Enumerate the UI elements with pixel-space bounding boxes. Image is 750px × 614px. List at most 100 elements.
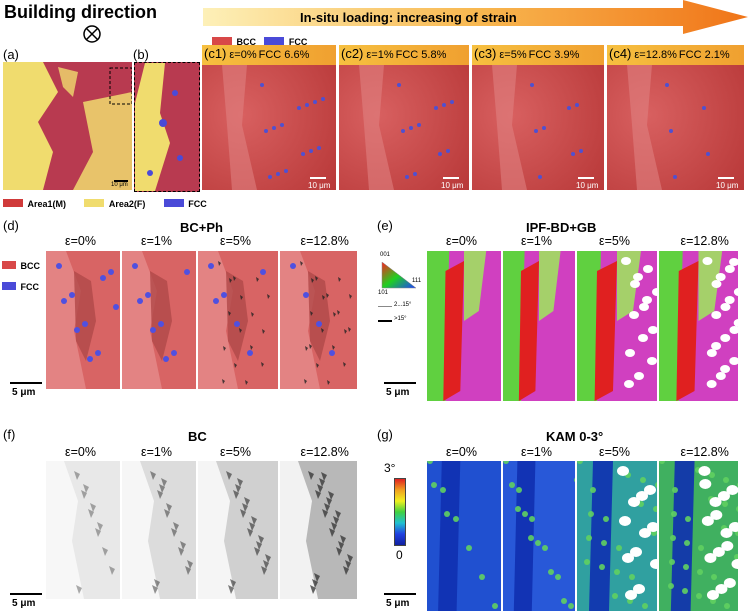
panel-a-scale: 10 μm — [111, 182, 128, 188]
panel-g-title: KAM 0-3° — [546, 429, 604, 444]
top-phase-legend: BCC FCC — [212, 32, 307, 50]
fcc-swatch — [264, 36, 285, 45]
panel-c2-fcc: FCC 5.8% — [395, 49, 447, 61]
g-strain-0: ε=0% — [446, 445, 477, 459]
f-scale-bar — [10, 593, 42, 595]
area2-swatch — [84, 198, 105, 207]
panel-d-title: BC+Ph — [180, 220, 223, 235]
e-strain-1: ε=1% — [521, 234, 552, 248]
gb-high-line — [378, 320, 392, 322]
gb-low-line — [378, 306, 392, 307]
d-bcc-label: BCC — [20, 261, 40, 271]
panel-d-label: (d) — [3, 218, 19, 233]
panel-c4-label: (c4) — [609, 46, 632, 61]
panel-e-title: IPF-BD+GB — [526, 220, 597, 235]
e-pane-0 — [427, 251, 501, 401]
area2-label: Area2(F) — [108, 199, 146, 209]
ipf-111: 111 — [412, 278, 422, 284]
d-fcc-swatch — [2, 281, 16, 290]
panel-c1-label: (c1) — [204, 46, 227, 61]
f-strain-3: ε=12.8% — [300, 445, 349, 459]
e-strain-0: ε=0% — [446, 234, 477, 248]
ipf-legend: 001 101 111 2...15° >15° — [378, 252, 426, 332]
panel-b-label: (b) — [133, 47, 149, 62]
ipf-001: 001 — [380, 252, 391, 258]
panel-c2-header: (c2) ε=1% FCC 5.8% — [339, 45, 469, 65]
panel-f-title: BC — [188, 429, 207, 444]
panel-c4-header: (c4) ε=12.8% FCC 2.1% — [607, 45, 744, 65]
f-pane-2 — [198, 461, 278, 599]
f-strain-1: ε=1% — [141, 445, 172, 459]
fcc-legend-label: FCC — [288, 37, 308, 47]
f-strain-2: ε=5% — [220, 445, 251, 459]
panel-c3-label: (c3) — [474, 46, 497, 61]
panel-a-label: (a) — [3, 47, 19, 62]
d-strain-0: ε=0% — [65, 234, 96, 248]
e-pane-2 — [577, 251, 657, 401]
d-fcc-label: FCC — [20, 282, 39, 292]
g-scale-label: 5 μm — [386, 598, 410, 609]
panel-c2-scale: 10 μm — [441, 181, 464, 190]
panel-c3-strain: ε=5% — [499, 49, 527, 61]
e-scale-bar — [384, 382, 416, 384]
e-pane-1 — [503, 251, 575, 401]
panel-c3-fcc: FCC 3.9% — [528, 49, 580, 61]
gb-high-label: >15° — [394, 316, 407, 322]
g-scale-bar — [384, 593, 416, 595]
panel-c1-strain: ε=0% — [229, 49, 257, 61]
into-page-icon — [83, 25, 101, 43]
g-strain-2: ε=5% — [599, 445, 630, 459]
d-scale-bar — [10, 382, 42, 384]
strain-arrow — [203, 0, 748, 34]
e-strain-3: ε=12.8% — [680, 234, 729, 248]
kam-max-label: 3° — [384, 461, 396, 475]
d-strain-2: ε=5% — [220, 234, 251, 248]
kam-min-label: 0 — [396, 548, 403, 562]
bcc-swatch — [212, 36, 232, 45]
bcc-legend-label: BCC — [236, 37, 256, 47]
panel-e-label: (e) — [377, 218, 393, 233]
panel-c4-fcc: FCC 2.1% — [678, 49, 730, 61]
panel-c2-label: (c2) — [341, 46, 364, 61]
panel-c2-strain: ε=1% — [366, 49, 394, 61]
d-strain-1: ε=1% — [141, 234, 172, 248]
e-pane-3 — [659, 251, 738, 401]
area-legend: Area1(M) Area2(F) FCC — [3, 194, 207, 212]
panel-c3-image: 10 μm — [472, 65, 604, 190]
panel-c4-scale: 10 μm — [716, 181, 739, 190]
panel-a-image: 10 μm — [3, 62, 132, 190]
g-pane-2 — [577, 461, 657, 611]
fcc-area-label: FCC — [188, 199, 207, 209]
d-legend: BCC FCC — [2, 256, 40, 295]
fcc-area-swatch — [163, 198, 184, 207]
panel-c3-scale: 10 μm — [576, 181, 599, 190]
ipf-triangle-icon — [381, 261, 417, 289]
kam-colorbar — [394, 478, 406, 546]
g-strain-1: ε=1% — [521, 445, 552, 459]
panel-g-label: (g) — [377, 427, 393, 442]
g-pane-0 — [427, 461, 501, 611]
gb-low-label: 2...15° — [394, 302, 412, 308]
panel-c1-scale: 10 μm — [308, 181, 331, 190]
panel-c1-image: 10 μm — [202, 65, 336, 190]
panel-c3-header: (c3) ε=5% FCC 3.9% — [472, 45, 604, 65]
panel-c1-fcc: FCC 6.6% — [258, 49, 310, 61]
d-pane-1 — [122, 251, 196, 389]
d-pane-3 — [280, 251, 357, 389]
panel-c4-strain: ε=12.8% — [634, 49, 677, 61]
panel-c4-image: 10 μm — [607, 65, 744, 190]
d-strain-3: ε=12.8% — [300, 234, 349, 248]
g-pane-3 — [659, 461, 738, 611]
area1-swatch — [3, 198, 23, 207]
area1-label: Area1(M) — [27, 199, 66, 209]
g-strain-3: ε=12.8% — [680, 445, 729, 459]
f-pane-1 — [122, 461, 196, 599]
e-strain-2: ε=5% — [599, 234, 630, 248]
panel-c2-image: 10 μm — [339, 65, 469, 190]
g-pane-1 — [503, 461, 575, 611]
f-strain-0: ε=0% — [65, 445, 96, 459]
building-direction-label: Building direction — [4, 2, 157, 22]
d-pane-2 — [198, 251, 278, 389]
insitu-loading-label: In-situ loading: increasing of strain — [300, 10, 517, 25]
e-scale-label: 5 μm — [386, 387, 410, 398]
